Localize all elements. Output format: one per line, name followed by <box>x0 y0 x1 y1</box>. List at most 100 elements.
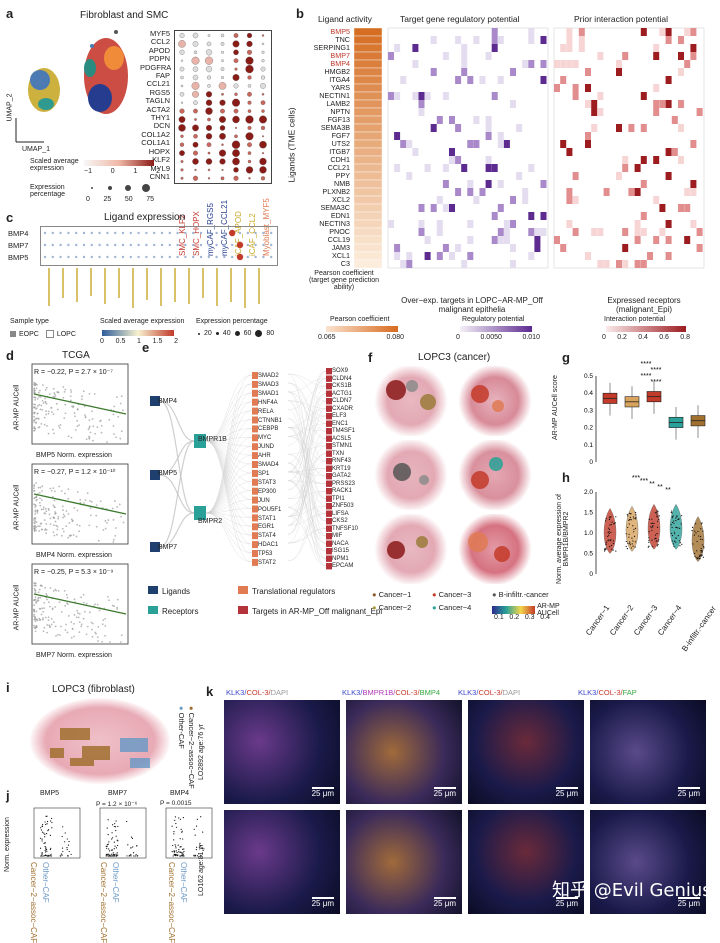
regulatory-cell <box>449 116 455 124</box>
tick-label: 0 <box>110 168 115 175</box>
dot <box>261 152 265 155</box>
activity-cell <box>353 227 383 237</box>
scatter-point <box>115 527 117 529</box>
edge <box>205 428 253 442</box>
dot <box>180 160 184 163</box>
target-node <box>326 548 332 555</box>
scatter-point <box>106 441 108 443</box>
interaction-cell <box>696 244 703 252</box>
scale-bar-label: 25 μm <box>433 787 456 798</box>
jitter-point <box>114 823 116 825</box>
regulatory-cell <box>467 220 474 228</box>
scatter-point <box>80 625 83 628</box>
scatter-point <box>109 641 111 643</box>
scatter-point <box>49 487 52 490</box>
jitter-point <box>108 855 111 857</box>
interaction-cell <box>560 44 567 52</box>
gene-label: COL1A1 <box>141 138 170 148</box>
interaction-cell <box>653 108 660 116</box>
edge <box>287 480 327 514</box>
activity-cell <box>353 219 383 229</box>
scatter-point <box>64 412 67 415</box>
k-header-2: KLK3/COL-3/DAPI <box>458 688 520 697</box>
scatter-point <box>34 513 37 516</box>
dot <box>180 176 184 180</box>
edge <box>287 468 327 517</box>
jitter-point <box>130 853 132 856</box>
target-node <box>326 518 332 525</box>
scatter-point <box>85 438 88 441</box>
target-label: ACTG1 <box>332 390 353 397</box>
dot <box>179 66 185 72</box>
tick-label: 0.1 <box>494 614 504 621</box>
regulatory-cell <box>430 68 437 76</box>
target-node <box>326 405 332 412</box>
dot <box>248 177 251 180</box>
regulatory-cell <box>467 76 474 84</box>
dot <box>129 243 132 247</box>
scatter-point <box>61 527 64 530</box>
jitter-point <box>173 839 175 841</box>
panel-e-regulators: SMAD2 SMAD3 SMAD1 HNF4A RELA CTNNB1 CEBPB MYC JU… <box>258 372 282 568</box>
k-ch-b: COL-3/ <box>478 688 503 697</box>
target-node <box>326 435 332 442</box>
dot <box>234 67 238 71</box>
scatter-point <box>74 415 76 418</box>
edge <box>205 440 253 545</box>
jitter-point <box>655 511 657 513</box>
jitter-point <box>610 548 613 550</box>
row-label: BMP7 <box>8 241 29 250</box>
dot <box>67 243 70 247</box>
scatter-point <box>35 610 38 613</box>
scatter-point <box>44 388 47 391</box>
jitter-point <box>46 850 48 852</box>
k-row-1: LO162 age:81 yr <box>198 843 205 896</box>
dot <box>220 108 225 114</box>
edge <box>205 512 253 563</box>
interaction-cell <box>665 220 672 228</box>
lopc-swatch <box>45 330 54 338</box>
scatter-point <box>41 585 43 588</box>
panel-f-letter: f <box>368 350 373 365</box>
dot <box>261 34 265 37</box>
dot <box>219 132 226 140</box>
panel-e-targets: SOX9 CLDN4 CKS1B ACTG1 CLDN7 CXADR ELF3 ENC1 TM4… <box>332 368 358 571</box>
scatter-point <box>47 616 50 619</box>
jitter-point <box>657 540 659 542</box>
scatter-point <box>40 508 43 511</box>
panel-c-pct-title: Expression percentage <box>196 318 268 325</box>
dot <box>260 125 266 130</box>
panel-h-violin: 2.01.51.00.50*** *** ** ** ** <box>584 475 705 578</box>
dot <box>168 231 171 235</box>
dot <box>59 243 62 247</box>
jitter-point <box>108 848 110 850</box>
scatter-point <box>39 396 42 398</box>
scatter-point <box>35 482 37 484</box>
edge <box>205 383 253 514</box>
tick-label: 0 <box>602 334 606 341</box>
dot <box>205 99 213 106</box>
umap-y-label: UMAP_2 <box>6 93 14 122</box>
regulatory-cell <box>491 92 498 100</box>
scatter-point <box>76 425 79 428</box>
scatter-point <box>96 426 99 429</box>
edge <box>287 370 327 526</box>
dot <box>114 231 117 235</box>
gene-label: COL1A2 <box>141 129 170 139</box>
jitter-point <box>112 824 114 826</box>
jitter-point <box>194 855 197 857</box>
jitter-point <box>629 519 631 521</box>
interaction-cell <box>603 260 610 268</box>
y-tick-label: 0.1 <box>584 442 593 449</box>
dot <box>247 151 252 155</box>
scatter-point <box>41 408 44 411</box>
tick-label: 0.080 <box>386 334 404 341</box>
edge <box>287 378 327 446</box>
target-node <box>326 525 332 532</box>
tick-label: 80 <box>266 330 275 337</box>
dot <box>260 75 266 80</box>
k-ch-b: BMPR1B/ <box>362 688 396 697</box>
dot <box>106 231 109 235</box>
dot <box>121 243 125 247</box>
regulator-label: JUN <box>258 497 270 504</box>
